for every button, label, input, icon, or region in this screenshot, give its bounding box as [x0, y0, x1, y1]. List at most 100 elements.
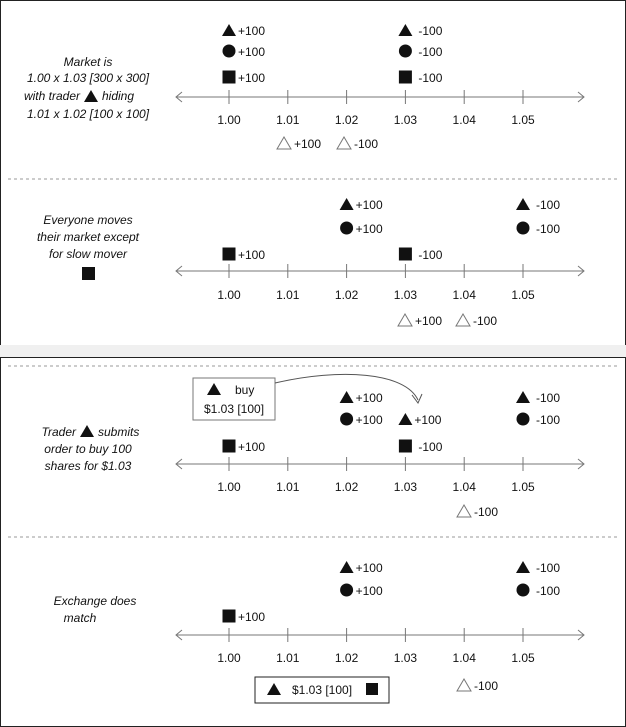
- circle-marker: [516, 412, 530, 426]
- order-qty: +100: [238, 248, 265, 262]
- circle-marker: [516, 583, 530, 597]
- order-arrow: [274, 373, 419, 401]
- svg-text:match: match: [64, 611, 97, 625]
- tick-label: 1.02: [335, 288, 359, 302]
- square-marker: [398, 70, 412, 84]
- tick-label: 1.04: [453, 480, 477, 494]
- panel-gap: [0, 345, 626, 357]
- square-icon: [82, 267, 95, 280]
- tick-label: 1.01: [276, 288, 300, 302]
- triangle-marker: [222, 24, 236, 36]
- circle-marker: [340, 583, 354, 597]
- order-qty: +100: [356, 198, 383, 212]
- svg-text:1.01 x 1.02 [100 x 100]: 1.01 x 1.02 [100 x 100]: [27, 107, 150, 121]
- svg-text:shares for $1.03: shares for $1.03: [45, 459, 132, 473]
- tick-label: 1.00: [217, 651, 241, 665]
- order-qty: +100: [356, 391, 383, 405]
- order-qty: +100: [356, 561, 383, 575]
- tick-label: 1.04: [453, 651, 477, 665]
- top-panel: [0, 0, 626, 347]
- svg-text:submits: submits: [98, 425, 139, 439]
- hollow-triangle-marker: [276, 136, 292, 150]
- axis-arrow-right: [577, 91, 585, 103]
- square-icon: [366, 683, 378, 695]
- tick-label: 1.03: [394, 288, 418, 302]
- hollow-triangle-marker: [456, 678, 472, 692]
- order-qty: +100: [356, 222, 383, 236]
- axis-arrow-right: [577, 629, 585, 641]
- axis-arrow-left: [175, 265, 183, 277]
- tick-label: 1.05: [511, 480, 535, 494]
- svg-text:order to buy 100: order to buy 100: [44, 442, 132, 456]
- circle-marker: [398, 44, 412, 58]
- order-qty: +100: [356, 584, 383, 598]
- circle-marker: [340, 412, 354, 426]
- circle-marker: [222, 44, 236, 58]
- svg-text:1.00 x 1.03 [300 x 300]: 1.00 x 1.03 [300 x 300]: [27, 71, 150, 85]
- tick-label: 1.00: [217, 480, 241, 494]
- tick-label: 1.04: [453, 288, 477, 302]
- tick-label: 1.03: [394, 480, 418, 494]
- tick-label: 1.04: [453, 113, 477, 127]
- order-qty: +100: [238, 610, 265, 624]
- svg-text:Market is: Market is: [64, 55, 113, 69]
- order-markers: 1.00 1.01 1.02 1.03 1.04 1.05 +100 +100 +100 -100…: [175, 24, 585, 693]
- triangle-icon: [84, 90, 98, 102]
- circle-marker: [340, 221, 354, 235]
- tick-label: 1.02: [335, 480, 359, 494]
- tick-label: 1.05: [511, 651, 535, 665]
- svg-text:Trader: Trader: [42, 425, 77, 439]
- square-marker: [222, 70, 236, 84]
- hidden-order-qty: -100: [474, 679, 498, 693]
- svg-text:with trader: with trader: [24, 89, 81, 103]
- axis-arrow-left: [175, 91, 183, 103]
- circle-marker: [516, 221, 530, 235]
- hidden-order-qty: +100: [415, 314, 442, 328]
- hollow-triangle-marker: [336, 136, 352, 150]
- svg-text:$1.03 [100]: $1.03 [100]: [204, 402, 264, 416]
- axis-arrow-right: [577, 265, 585, 277]
- hidden-order-qty: +100: [294, 137, 321, 151]
- order-qty: -100: [536, 222, 560, 236]
- triangle-icon: [267, 683, 281, 695]
- tick-label: 1.00: [217, 288, 241, 302]
- square-marker: [398, 247, 412, 261]
- order-qty: -100: [418, 248, 442, 262]
- caption-scenario-1: Market is 1.00 x 1.03 [300 x 300] with t…: [24, 55, 150, 121]
- order-qty: -100: [536, 391, 560, 405]
- hollow-triangle-marker: [397, 313, 413, 327]
- match-box: $1.03 [100]: [254, 676, 390, 704]
- triangle-marker: [339, 561, 354, 573]
- order-qty: -100: [536, 413, 560, 427]
- order-qty: +100: [356, 413, 383, 427]
- svg-text:Exchange does: Exchange does: [54, 594, 137, 608]
- svg-text:their market except: their market except: [37, 230, 140, 244]
- axis-arrow-left: [175, 458, 183, 470]
- triangle-icon: [80, 425, 94, 437]
- tick-label: 1.01: [276, 113, 300, 127]
- hidden-order-qty: -100: [354, 137, 378, 151]
- triangle-marker: [516, 391, 530, 403]
- triangle-marker: [516, 198, 530, 210]
- caption-scenario-4: Exchange does match: [54, 594, 137, 625]
- svg-text:$1.03 [100]: $1.03 [100]: [292, 683, 352, 697]
- svg-text:hiding: hiding: [102, 89, 134, 103]
- tick-label: 1.05: [511, 288, 535, 302]
- tick-label: 1.01: [276, 480, 300, 494]
- triangle-icon: [207, 383, 221, 395]
- triangle-marker: [339, 198, 354, 210]
- square-marker: [222, 439, 236, 453]
- order-box: buy $1.03 [100]: [192, 373, 423, 421]
- tick-label: 1.03: [394, 651, 418, 665]
- triangle-marker: [339, 391, 354, 403]
- square-marker: [222, 609, 236, 623]
- triangle-marker: [516, 561, 530, 573]
- svg-text:buy: buy: [235, 383, 254, 397]
- tick-label: 1.01: [276, 651, 300, 665]
- order-qty: -100: [418, 71, 442, 85]
- order-qty: -100: [536, 584, 560, 598]
- order-qty: +100: [238, 45, 265, 59]
- svg-text:for slow mover: for slow mover: [49, 247, 128, 261]
- hidden-order-qty: -100: [474, 505, 498, 519]
